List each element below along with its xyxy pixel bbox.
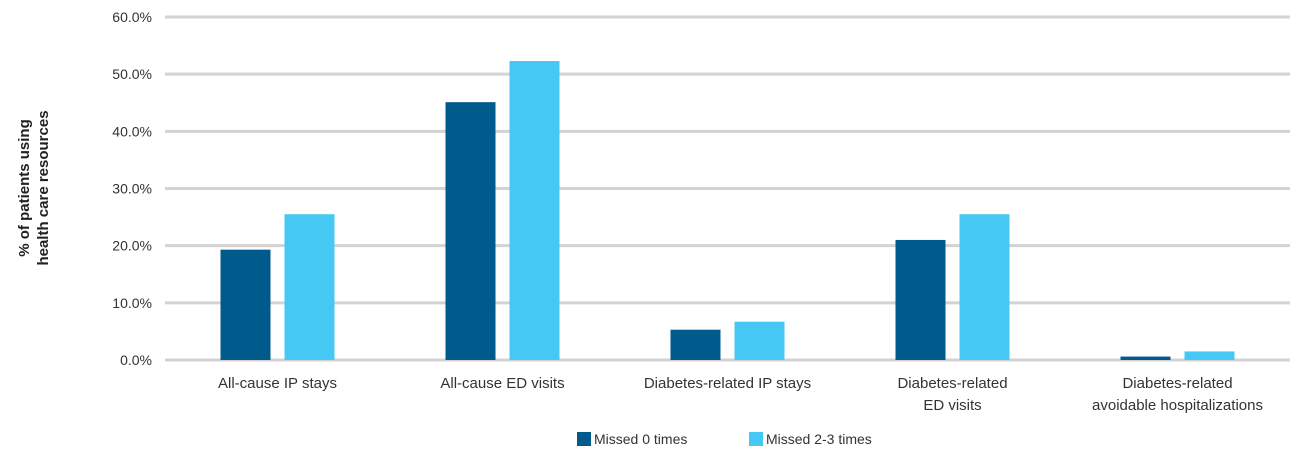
bar-missed-0	[1120, 356, 1171, 360]
x-category-label: All-cause ED visits	[440, 375, 564, 392]
y-tick-label: 30.0%	[112, 181, 152, 197]
x-category-label: Diabetes-related IP stays	[644, 375, 811, 392]
bar-missed-2-3	[1184, 351, 1235, 360]
y-tick-label: 50.0%	[112, 66, 152, 82]
gridlines	[165, 15, 1290, 362]
x-category-label-line: All-cause IP stays	[218, 375, 337, 392]
y-axis-ticks: 0.0% 10.0% 20.0% 30.0% 40.0% 50.0% 60.0%	[112, 9, 152, 368]
y-axis-title-line: % of patients using	[16, 119, 33, 257]
y-tick-label: 0.0%	[120, 352, 152, 368]
x-category-label: All-cause IP stays	[218, 375, 337, 392]
x-axis-labels: All-cause IP stays All-cause ED visits Dia…	[218, 375, 1263, 414]
legend-label: Missed 0 times	[594, 431, 687, 447]
x-category-label-line: Diabetes-related IP stays	[644, 375, 811, 392]
y-tick-label: 20.0%	[112, 238, 152, 254]
y-axis-title-line: health care resources	[35, 110, 52, 265]
x-category-label: Diabetes-related avoidable hospitalizatio…	[1092, 375, 1263, 414]
x-category-label-line: avoidable hospitalizations	[1092, 397, 1263, 414]
bar-missed-2-3	[734, 321, 785, 360]
bar-missed-2-3	[509, 61, 560, 360]
bar-missed-2-3	[284, 214, 335, 360]
bars	[220, 61, 1235, 360]
bar-missed-0	[670, 329, 721, 360]
y-axis-title-text: % of patients using health care resources	[16, 110, 52, 265]
x-category-label-line: Diabetes-related	[897, 375, 1007, 392]
bar-missed-0	[220, 249, 271, 360]
y-tick-label: 60.0%	[112, 9, 152, 25]
bar-missed-0	[895, 239, 946, 360]
x-category-label-line: ED visits	[923, 397, 981, 414]
bar-missed-2-3	[959, 214, 1010, 360]
x-category-label: Diabetes-related ED visits	[897, 375, 1007, 414]
x-category-label-line: Diabetes-related	[1122, 375, 1232, 392]
y-axis-title: % of patients using health care resources	[16, 110, 52, 265]
y-tick-label: 10.0%	[112, 295, 152, 311]
legend-swatch	[749, 432, 763, 446]
bar-missed-0	[445, 102, 496, 360]
legend-label: Missed 2-3 times	[766, 431, 872, 447]
y-tick-label: 40.0%	[112, 123, 152, 139]
x-category-label-line: All-cause ED visits	[440, 375, 564, 392]
legend-swatch	[577, 432, 591, 446]
legend: Missed 0 times Missed 2-3 times	[577, 431, 872, 447]
